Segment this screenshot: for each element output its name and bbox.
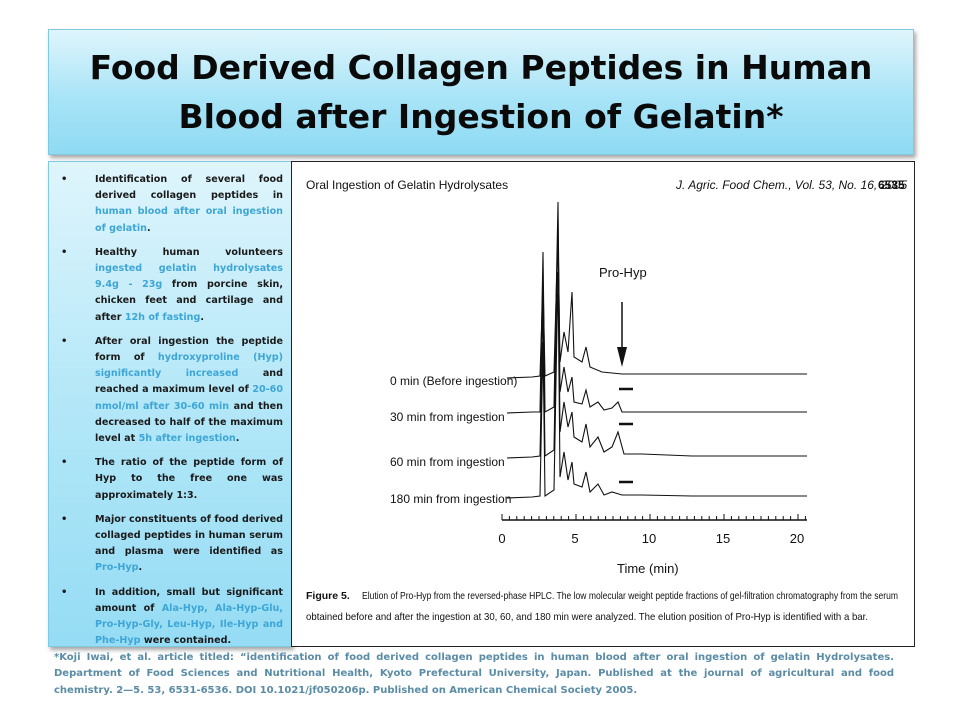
figure-header-left: Oral Ingestion of Gelatin Hydrolysates xyxy=(306,178,508,192)
trace-label-180min: 180 min from ingestion xyxy=(390,492,511,506)
bullet-dot-icon: • xyxy=(61,174,68,185)
caption-figure-number: Figure 5. xyxy=(306,590,350,602)
citation-footnote: *Koji Iwai, et al. article titled: “iden… xyxy=(54,652,894,696)
figure-header-journal: J. Agric. Food Chem., Vol. 53, No. 16, 2… xyxy=(675,178,908,192)
bullet-item: • Identification of several food derived … xyxy=(59,172,283,237)
title-line-1: Food Derived Collagen Peptides in Human xyxy=(89,48,873,87)
bullet-dot-icon: • xyxy=(61,513,68,525)
bullet-highlight-text: ingested gelatin hydrolysates 9.4g - 23g xyxy=(95,263,283,291)
bullet-text: The ratio of the peptide form of Hyp to … xyxy=(95,457,283,501)
figure-panel: Oral Ingestion of Gelatin Hydrolysates J… xyxy=(291,161,915,647)
title-line-2: Blood after Ingestion of Gelatin* xyxy=(178,97,784,136)
bullet-highlight-text: hydroxyproline (Hyp) significantly incre… xyxy=(95,352,283,380)
bullet-text: . xyxy=(200,311,205,323)
trace-label-60min: 60 min from ingestion xyxy=(390,455,505,469)
trace-180min xyxy=(506,271,807,499)
bullet-panel: • Identification of several food derived … xyxy=(48,161,292,647)
bullet-list: • Identification of several food derived … xyxy=(49,162,291,647)
trace-label-30min: 30 min from ingestion xyxy=(390,410,505,424)
bullet-text: were contained xyxy=(140,635,228,647)
trace-30min xyxy=(506,201,807,414)
bullet-dot-icon: • xyxy=(61,457,68,469)
caption-line-2: obtained before and after the ingestion … xyxy=(306,611,868,623)
bullet-item: • In addition, small but significant amou… xyxy=(59,585,283,647)
bullet-dot-icon: • xyxy=(61,246,68,258)
bullet-highlight-text: human blood after oral ingestion of gela… xyxy=(95,206,283,234)
bullet-text: and reached a maximum level of xyxy=(95,368,283,396)
bullet-dot-icon: • xyxy=(61,586,68,598)
pro-hyp-peak-label: Pro-Hyp xyxy=(599,265,647,280)
title-banner: Food Derived Collagen Peptides in Human … xyxy=(48,29,914,155)
bullet-text: Healthy human volunteers xyxy=(95,246,283,258)
trace-label-0min: 0 min (Before ingestion) xyxy=(390,374,517,388)
caption-line-1: Elution of Pro-Hyp from the reversed-pha… xyxy=(362,590,898,602)
bullet-text: In addition, small but significant amoun… xyxy=(95,586,283,614)
bullet-text: Major constituents of food derived colla… xyxy=(95,513,283,558)
x-tick-15: 15 xyxy=(716,531,730,546)
bullet-item: • After oral ingestion the peptide form o… xyxy=(59,334,283,447)
bullet-text: from porcine skin, chicken feet and cart… xyxy=(95,279,283,323)
bullet-item: • The ratio of the peptide form of Hyp to… xyxy=(59,455,283,504)
bullet-text: . xyxy=(138,562,143,574)
x-tick-0: 0 xyxy=(498,531,505,546)
bullet-dot-icon: • xyxy=(61,335,68,347)
bullet-highlight-text: 20-60 nmol/ml after 30-60 min xyxy=(95,384,283,412)
x-tick-10: 10 xyxy=(642,531,656,546)
x-axis-label: Time (min) xyxy=(617,561,679,576)
bullet-text: . xyxy=(235,433,240,445)
x-axis-ticks xyxy=(501,514,806,520)
bullet-highlight-text: Ala-Hyp, Ala-Hyp-Glu, Pro-Hyp-Gly, Leu-H… xyxy=(95,602,283,647)
bullet-highlight-text: 5h after ingestion xyxy=(138,433,236,445)
bullet-highlight-text: 12h of fasting xyxy=(124,311,201,323)
bullet-item: • Major constituents of food derived coll… xyxy=(59,512,283,577)
bullet-text: Identification of several food derived c… xyxy=(95,174,283,202)
figure-header-page: 6535 xyxy=(878,178,905,192)
bullet-text: After oral ingestion the peptide form of xyxy=(95,335,283,364)
bullet-text: and then decreased to half of the maximu… xyxy=(95,400,283,445)
pro-hyp-arrow-head xyxy=(617,347,627,367)
slide-title: Food Derived Collagen Peptides in Human … xyxy=(80,43,883,141)
x-tick-5: 5 xyxy=(571,531,578,546)
trace-60min xyxy=(506,221,807,459)
bullet-text: . xyxy=(146,222,151,234)
trace-0min xyxy=(506,231,807,379)
bullet-text: . xyxy=(227,635,232,647)
bullet-highlight-text: Pro-Hyp xyxy=(95,562,139,574)
x-tick-20: 20 xyxy=(790,531,804,546)
bullet-item: • Healthy human volunteers ingested gelat… xyxy=(59,245,283,326)
hplc-chromatogram-figure: Oral Ingestion of Gelatin Hydrolysates J… xyxy=(306,178,908,623)
